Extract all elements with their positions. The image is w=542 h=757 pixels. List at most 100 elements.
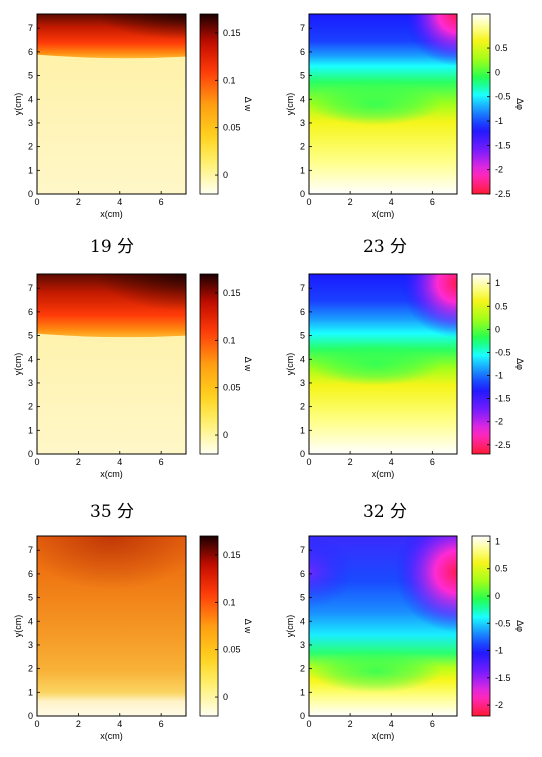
plot-frame <box>36 273 187 455</box>
y-tick-label: 6 <box>28 569 33 579</box>
y-tick-label: 0 <box>300 449 305 459</box>
colorbar-tick-label: 0.5 <box>495 564 508 574</box>
colorbar-tick-label: 0.05 <box>223 645 241 655</box>
y-tick-label: 3 <box>28 640 33 650</box>
colorbar-tick-label: 0.15 <box>223 28 241 38</box>
y-tick-label: 1 <box>300 425 305 435</box>
phase-field <box>309 274 457 454</box>
colorbar-tick-label: 0 <box>223 170 228 180</box>
plot-frame <box>36 535 187 717</box>
y-tick-label: 4 <box>300 354 305 364</box>
colorbar-label: Δφ <box>515 620 525 632</box>
x-axis-label: x(cm) <box>372 209 395 219</box>
x-tick-label: 0 <box>34 719 39 729</box>
y-tick-label: 0 <box>300 189 305 199</box>
phase-dip <box>309 649 443 693</box>
colorbar-tick-label: 0 <box>223 692 228 702</box>
y-tick-label: 3 <box>300 378 305 388</box>
x-tick-label: 0 <box>306 197 311 207</box>
colorbar-tick-label: -1 <box>495 116 503 126</box>
y-tick-label: 7 <box>28 283 33 293</box>
y-tick-label: 1 <box>28 165 33 175</box>
colorbar-tick-label: -0.5 <box>495 92 511 102</box>
x-tick-label: 2 <box>76 719 81 729</box>
y-axis-label: y(cm) <box>13 93 23 116</box>
x-tick-label: 0 <box>34 457 39 467</box>
y-tick-label: 2 <box>28 142 33 152</box>
colorbar-tick-label: -0.5 <box>495 347 511 357</box>
dark-corner <box>37 274 186 336</box>
x-axis-label: x(cm) <box>100 731 123 741</box>
plot-frame <box>308 273 458 455</box>
y-tick-label: 3 <box>28 378 33 388</box>
y-tick-label: 2 <box>28 402 33 412</box>
y-tick-label: 6 <box>300 569 305 579</box>
x-tick-label: 6 <box>430 719 435 729</box>
x-tick-label: 0 <box>306 457 311 467</box>
y-tick-label: 1 <box>300 165 305 175</box>
colorbar-tick-label: -1.5 <box>495 673 511 683</box>
phase-min-left <box>309 536 354 608</box>
colorbar-label: Δφ <box>515 358 525 370</box>
colorbar-tick-label: 0.5 <box>495 301 508 311</box>
colorbar <box>471 273 491 455</box>
y-tick-label: 7 <box>28 545 33 555</box>
x-tick-label: 6 <box>159 457 164 467</box>
colorbar <box>199 273 219 455</box>
x-axis-label: x(cm) <box>372 731 395 741</box>
x-axis-label: x(cm) <box>100 209 123 219</box>
x-tick-label: 4 <box>389 197 394 207</box>
y-tick-label: 0 <box>28 449 33 459</box>
colorbar-tick-label: 0 <box>223 430 228 440</box>
caption-32: 32 分 <box>363 502 408 522</box>
x-tick-label: 2 <box>348 719 353 729</box>
y-tick-label: 5 <box>28 331 33 341</box>
colorbar <box>471 13 491 195</box>
colorbar-tick-label: 0.1 <box>223 75 236 85</box>
y-tick-label: 2 <box>300 142 305 152</box>
colorbar <box>199 535 219 717</box>
panel-1: 0 2 4 6 0 1 2 3 4 5 6 7 x(cm) y(cm) 0 0.05 0.1 0.15 Δ w <box>13 13 253 219</box>
colorbar-tick-label: -2.5 <box>495 189 511 199</box>
caption-23: 23 分 <box>363 237 408 257</box>
phase-min-corner <box>403 14 457 66</box>
y-tick-label: 5 <box>300 331 305 341</box>
colorbar-tick-label: 0.1 <box>223 335 236 345</box>
colorbar <box>199 13 219 195</box>
y-tick-label: 0 <box>28 711 33 721</box>
y-tick-label: 6 <box>28 307 33 317</box>
y-tick-label: 6 <box>28 47 33 57</box>
y-tick-label: 3 <box>300 118 305 128</box>
phase-min-corner <box>400 274 457 338</box>
x-tick-label: 2 <box>348 457 353 467</box>
y-tick-label: 1 <box>300 687 305 697</box>
y-tick-label: 5 <box>300 71 305 81</box>
colorbar-tick-label: 0.15 <box>223 288 241 298</box>
y-tick-label: 4 <box>300 94 305 104</box>
y-tick-label: 2 <box>300 664 305 674</box>
y-tick-label: 1 <box>28 687 33 697</box>
colorbar-tick-label: 0.1 <box>223 597 236 607</box>
colorbar-tick-label: 1 <box>495 278 500 288</box>
dark-top <box>37 536 186 626</box>
colorbar-tick-label: -1.5 <box>495 140 511 150</box>
y-tick-label: 4 <box>28 616 33 626</box>
y-tick-label: 1 <box>28 425 33 435</box>
y-tick-label: 7 <box>300 23 305 33</box>
plot-frame <box>36 13 187 195</box>
y-axis-label: y(cm) <box>13 615 23 638</box>
phase-dip <box>309 82 443 126</box>
x-tick-label: 6 <box>159 719 164 729</box>
caption-19: 19 分 <box>90 237 135 257</box>
y-tick-label: 5 <box>300 593 305 603</box>
dark-corner <box>37 14 186 57</box>
x-tick-label: 4 <box>389 719 394 729</box>
colorbar-tick-label: 1 <box>495 536 500 546</box>
y-axis-label: y(cm) <box>285 615 295 638</box>
y-tick-label: 5 <box>28 71 33 81</box>
colorbar-label: Δφ <box>515 98 525 110</box>
colorbar-label: Δ w <box>243 97 253 112</box>
phase-field <box>309 536 457 716</box>
colorbar-tick-label: -2 <box>495 700 503 710</box>
